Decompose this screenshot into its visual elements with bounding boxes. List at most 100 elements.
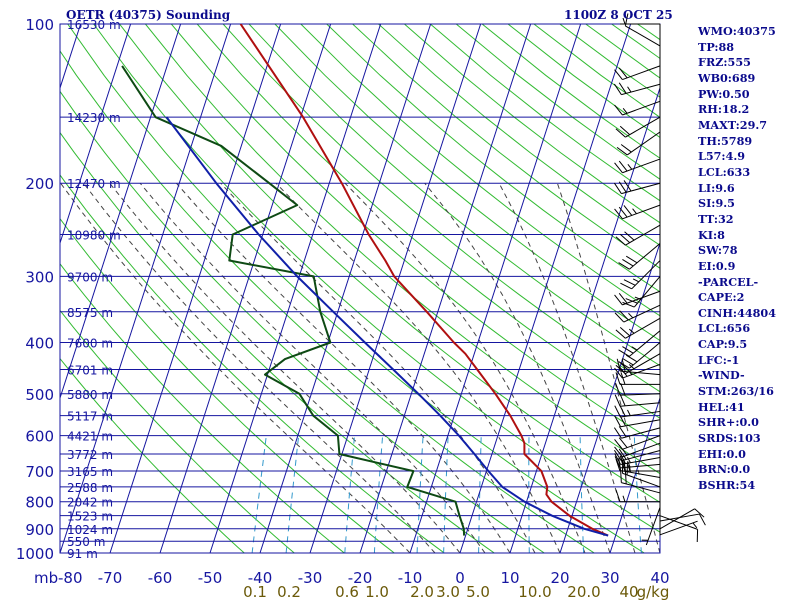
wind-barb-feather: [618, 437, 628, 448]
wind-barb-feather: [624, 231, 635, 241]
pressure-tick-labels: 100 200 300 400 500 600 700 800 900 1000: [16, 16, 54, 563]
wind-barb-feather: [614, 294, 623, 306]
stat-item: LCL:656: [698, 321, 751, 336]
wind-barb-feather: [698, 513, 706, 526]
stat-item: EHI:0.0: [698, 446, 746, 461]
wind-barb-staff: [629, 243, 661, 270]
wind-barb: [613, 180, 661, 195]
wind-barb-staff: [659, 520, 698, 536]
wind-barb-staff: [622, 363, 661, 379]
dry-adiabat: [248, 24, 660, 367]
dry-adiabat: [145, 24, 660, 475]
mixing-ratio-label: 1.0: [365, 583, 389, 600]
wind-barb-feather: [614, 208, 623, 220]
wind-barb-half-feather: [627, 464, 631, 472]
isotherm: [559, 241, 660, 553]
wind-barb: [615, 317, 661, 339]
stat-item: SW:78: [698, 243, 738, 258]
isotherm-lines: [60, 24, 660, 553]
wind-barb-feather: [618, 206, 628, 218]
dewpoint-line: [121, 65, 466, 536]
isotherm: [259, 24, 432, 553]
wind-barb: [659, 520, 698, 536]
wind-barb: [620, 260, 661, 290]
wind-barb-half-feather: [622, 108, 628, 114]
wind-barb-feather: [620, 282, 632, 290]
wind-barb: [620, 469, 661, 494]
wind-barb-feather: [618, 160, 628, 172]
dry-adiabat: [60, 90, 546, 553]
wind-barb: [615, 224, 661, 246]
wind-barb-staff: [621, 83, 661, 96]
height-label: 4421 m: [67, 430, 113, 444]
wind-barb-feather: [619, 455, 626, 468]
isotherm: [60, 24, 132, 245]
temperature-tick-label: 20: [550, 569, 569, 587]
wind-barb-feather: [615, 128, 626, 138]
temperature-tick-label: 10: [500, 569, 519, 587]
wind-barb: [614, 455, 661, 469]
dry-adiabat: [60, 357, 246, 553]
wind-barb: [615, 116, 661, 138]
wind-barb-feather: [618, 448, 627, 460]
wind-barb-feather: [618, 292, 628, 304]
dry-adiabat: [60, 263, 346, 553]
wind-barb: [616, 131, 661, 156]
height-label: 14230 m: [67, 111, 121, 125]
wind-barb: [614, 158, 661, 174]
wind-barb-feather: [623, 205, 633, 216]
wind-barb-feather: [614, 104, 623, 116]
moist-adiabat: [498, 182, 636, 553]
temperature-tick-label: -40: [248, 569, 273, 587]
wind-barb-feather: [614, 405, 621, 418]
mixing-ratio-line: [285, 435, 300, 553]
dry-adiabat: [352, 24, 660, 269]
stat-item: SRDS:103: [698, 431, 761, 446]
wind-barb-feather: [615, 364, 626, 375]
mixing-ratio-label: 0.2: [277, 583, 301, 600]
mixing-ratio-label: 3.0: [436, 583, 460, 600]
isotherm: [159, 24, 332, 553]
stat-item: FRZ:555: [698, 55, 751, 70]
stat-item: LI:9.6: [698, 180, 735, 195]
wind-barb-staff: [625, 317, 661, 339]
temperature-tick-label: -10: [398, 569, 423, 587]
wind-barb: [618, 243, 661, 270]
moist-adiabat: [83, 182, 436, 553]
height-label: 10980 m: [67, 229, 121, 243]
pressure-tick-label: 600: [25, 428, 54, 446]
temperature-tick-labels: mb -80 -70 -60 -50 -40 -30 -20 -10 0 10 20 30 40: [34, 569, 670, 587]
temperature-tick-label: -30: [298, 569, 323, 587]
wind-barb-feather: [625, 298, 638, 304]
height-label: 16530 m: [67, 18, 121, 32]
wind-barb: [614, 100, 661, 116]
wind-barb-half-feather: [628, 328, 635, 334]
mixing-ratio-labels: 0.1 0.2 0.6 1.0 2.0 3.0 5.0 10.0 20.0 40g/kg: [243, 583, 669, 600]
stat-item: LFC:-1: [698, 352, 740, 367]
wind-barb-feather: [615, 372, 621, 385]
wind-barb-feather: [619, 233, 631, 244]
temperature-tick-label: -60: [148, 569, 173, 587]
dry-adiabat-lines: [60, 24, 660, 553]
wind-barb-feather: [615, 329, 626, 339]
dry-adiabat: [60, 309, 296, 553]
stat-item: PW:0.50: [698, 86, 750, 101]
wind-barb-feather: [613, 427, 622, 439]
wind-barb-feather: [614, 456, 621, 469]
dry-adiabat: [300, 24, 660, 317]
isotherm: [359, 24, 532, 553]
wind-barb-feather: [615, 236, 626, 246]
wind-barb-staff: [645, 507, 661, 546]
wind-barb-staff: [621, 482, 661, 494]
wind-barb-staff: [659, 513, 700, 522]
wind-barb-feather: [614, 446, 623, 458]
wind-barb-staff: [633, 276, 661, 308]
stats-panel: WMO:40375 TP:88 FRZ:555 WB0:689 PW:0.50 RH:18…: [698, 24, 776, 494]
pressure-tick-label: 500: [25, 386, 54, 404]
mixing-ratio-label: 40: [619, 583, 638, 600]
mixing-ratio-label: 5.0: [466, 583, 490, 600]
stat-item: TT:32: [698, 211, 734, 226]
wind-barb-staff: [659, 515, 698, 530]
wind-barb-feather: [622, 301, 635, 308]
